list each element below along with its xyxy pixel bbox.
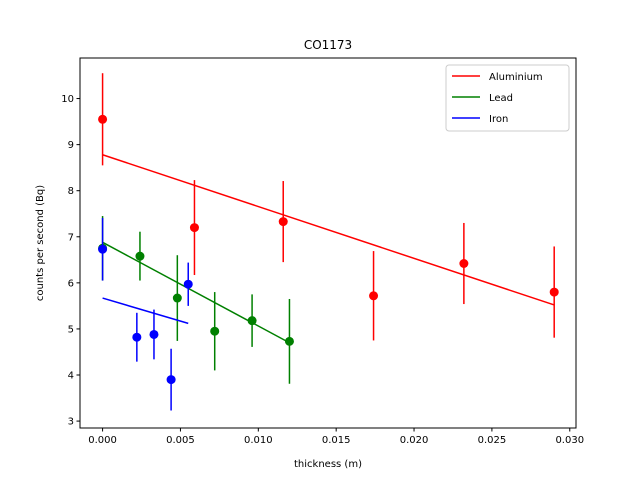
data-point-iron <box>132 332 142 342</box>
y-tick-label: 8 <box>68 186 74 197</box>
axes-frame <box>79 57 577 429</box>
y-axis-label: counts per second (Bq) <box>35 185 46 301</box>
data-point-aluminium <box>369 291 379 301</box>
data-point-lead <box>135 251 145 261</box>
x-tick-label: 0.000 <box>88 435 117 446</box>
plot-area <box>98 73 559 411</box>
legend-label-iron: Iron <box>489 114 508 125</box>
series-aluminium <box>98 73 559 341</box>
y-tick-label: 4 <box>68 371 74 382</box>
data-point-iron <box>98 244 108 254</box>
data-point-lead <box>210 326 220 336</box>
legend-label-aluminium: Aluminium <box>489 72 543 83</box>
x-tick-label: 0.025 <box>478 435 507 446</box>
legend-box <box>445 64 570 132</box>
legend: Aluminium Lead Iron <box>445 64 570 132</box>
legend-label-lead: Lead <box>489 93 513 104</box>
y-tick-label: 10 <box>61 94 74 105</box>
y-axis: 3 4 5 6 7 8 9 10 <box>61 94 80 428</box>
series-iron <box>98 217 193 411</box>
x-tick-label: 0.015 <box>322 435 351 446</box>
data-point-aluminium <box>278 217 288 227</box>
y-tick-label: 3 <box>68 417 74 428</box>
data-point-aluminium <box>98 114 108 124</box>
y-tick-label: 6 <box>68 278 74 289</box>
x-tick-label: 0.005 <box>166 435 195 446</box>
data-point-lead <box>284 336 294 346</box>
data-point-aluminium <box>189 223 199 233</box>
fit-line-iron <box>102 297 189 325</box>
data-point-iron <box>166 375 176 385</box>
x-axis-label: thickness (m) <box>294 459 362 470</box>
y-tick-label: 7 <box>68 232 74 243</box>
data-point-lead <box>247 316 257 326</box>
fit-line-lead <box>102 241 290 344</box>
data-point-lead <box>172 293 182 303</box>
x-axis: 0.000 0.005 0.010 0.015 0.020 0.025 0.030 <box>88 428 584 446</box>
fit-line-aluminium <box>102 154 555 306</box>
data-point-aluminium <box>549 287 559 297</box>
data-point-iron <box>149 329 159 339</box>
x-tick-label: 0.030 <box>555 435 584 446</box>
y-tick-label: 5 <box>68 324 74 335</box>
x-tick-label: 0.010 <box>244 435 273 446</box>
data-point-aluminium <box>459 259 469 269</box>
data-point-iron <box>183 279 193 289</box>
chart-title: CO1173 <box>304 38 352 52</box>
x-tick-label: 0.020 <box>400 435 429 446</box>
y-tick-label: 9 <box>68 140 74 151</box>
